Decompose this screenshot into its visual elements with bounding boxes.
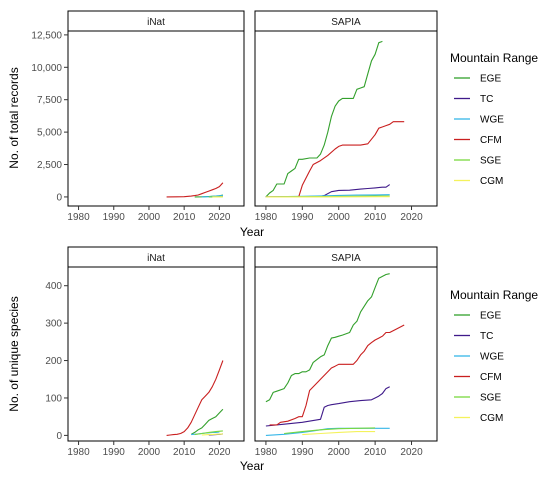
- legend-label-ege: EGE: [480, 74, 501, 85]
- legend-label-wge: WGE: [480, 115, 504, 126]
- x-tick-label: 2010: [364, 212, 387, 223]
- x-axis-title: Year: [240, 225, 264, 239]
- y-tick-label: 7,500: [37, 95, 62, 106]
- facet-label: iNat: [147, 17, 165, 28]
- y-tick-label: 0: [56, 192, 62, 203]
- facet-label: iNat: [147, 253, 165, 264]
- series-line-cfm: [166, 360, 224, 436]
- bottom-facet-inat: iNat: [67, 246, 245, 442]
- series-line-cgm: [302, 431, 376, 436]
- legend-label-cgm: CGM: [480, 413, 503, 424]
- series-line-tc: [265, 386, 390, 427]
- x-axis-ticks: 1980 1990 2000 2010 2020 1980 1990 2000 2010 2020: [67, 441, 423, 458]
- legend-title: Mountain Range: [450, 51, 538, 65]
- x-tick-label: 2020: [208, 212, 231, 223]
- y-tick-label: 2,500: [37, 160, 62, 171]
- series-lines: [265, 40, 405, 198]
- series-lines: [265, 273, 405, 436]
- legend-label-sge: SGE: [480, 156, 501, 167]
- plot-panel: [254, 266, 438, 442]
- legend-label-cfm: CFM: [480, 372, 502, 383]
- legend-items: EGE TC WGE CFM SGE CGM: [454, 74, 504, 187]
- series-line-sge: [194, 430, 223, 436]
- x-tick-label: 1980: [67, 212, 90, 223]
- series-lines: [166, 360, 224, 436]
- x-tick-label: 1980: [255, 212, 278, 223]
- legend-title: Mountain Range: [450, 288, 538, 302]
- top-chart: iNat SAPIA 02,5005,0007,50010,00012,500 …: [7, 10, 538, 239]
- y-axis-title: No. of total records: [7, 67, 21, 168]
- legend-label-sge: SGE: [480, 393, 501, 404]
- plot-panel: [67, 30, 245, 207]
- y-tick-label: 100: [45, 393, 62, 404]
- x-tick-label: 1990: [291, 447, 314, 458]
- legend-label-cgm: CGM: [480, 176, 503, 187]
- y-axis-title: No. of unique species: [7, 296, 21, 411]
- y-axis-ticks: 0 2,500 5,000 7,500 10,000 12,500: [31, 30, 68, 203]
- y-axis-ticks: 0 100 200 300 400: [45, 281, 68, 442]
- x-tick-label: 1980: [67, 447, 90, 458]
- legend-label-cfm: CFM: [480, 135, 502, 146]
- legend-items: EGE TC WGE CFM SGE CGM: [454, 311, 504, 424]
- x-tick-label: 1990: [291, 212, 314, 223]
- series-line-cfm: [269, 324, 405, 426]
- x-tick-label: 1990: [103, 447, 126, 458]
- top-facet-sapia: SAPIA: [254, 10, 438, 207]
- x-tick-label: 2000: [138, 447, 161, 458]
- x-axis-ticks: 1980 1990 2000 2010 2020 1980 1990 2000 2010 2020: [67, 206, 423, 223]
- facet-label: SAPIA: [331, 253, 361, 264]
- legend-label-ege: EGE: [480, 311, 501, 322]
- y-tick-label: 400: [45, 281, 62, 292]
- series-line-cfm: [265, 121, 405, 198]
- y-tick-label: 5,000: [37, 128, 62, 139]
- legend-label-wge: WGE: [480, 352, 504, 363]
- y-tick-label: 300: [45, 319, 62, 330]
- facet-label: SAPIA: [331, 17, 361, 28]
- series-lines: [166, 182, 224, 198]
- legend: Mountain Range EGE TC WGE CFM SGE CGM: [450, 51, 538, 187]
- series-line-ege: [190, 408, 224, 435]
- top-facet-inat: iNat: [67, 10, 245, 207]
- x-tick-label: 2010: [173, 447, 196, 458]
- series-line-cfm: [166, 182, 224, 198]
- x-tick-label: 1990: [103, 212, 126, 223]
- legend-label-tc: TC: [480, 94, 493, 105]
- x-tick-label: 2000: [328, 447, 351, 458]
- y-tick-label: 200: [45, 356, 62, 367]
- bottom-chart: iNat SAPIA 0 100 200 300 400 1980 1990 2000 201…: [7, 246, 538, 473]
- x-tick-label: 1980: [255, 447, 278, 458]
- plot-panel: [254, 30, 438, 207]
- y-tick-label: 10,000: [31, 63, 62, 74]
- x-tick-label: 2010: [173, 212, 196, 223]
- x-axis-title: Year: [240, 459, 264, 473]
- plot-panel: [67, 266, 245, 442]
- legend: Mountain Range EGE TC WGE CFM SGE CGM: [450, 288, 538, 424]
- series-line-sge: [284, 427, 376, 435]
- y-tick-label: 0: [56, 431, 62, 442]
- x-tick-label: 2020: [400, 447, 423, 458]
- legend-label-tc: TC: [480, 331, 493, 342]
- x-tick-label: 2010: [364, 447, 387, 458]
- series-line-cgm: [201, 433, 223, 436]
- bottom-facet-sapia: SAPIA: [254, 246, 438, 442]
- x-tick-label: 2000: [138, 212, 161, 223]
- x-tick-label: 2020: [208, 447, 231, 458]
- series-line-ege: [265, 40, 383, 198]
- x-tick-label: 2000: [328, 212, 351, 223]
- y-tick-label: 12,500: [31, 30, 62, 41]
- series-line-ege: [265, 273, 390, 403]
- x-tick-label: 2020: [400, 212, 423, 223]
